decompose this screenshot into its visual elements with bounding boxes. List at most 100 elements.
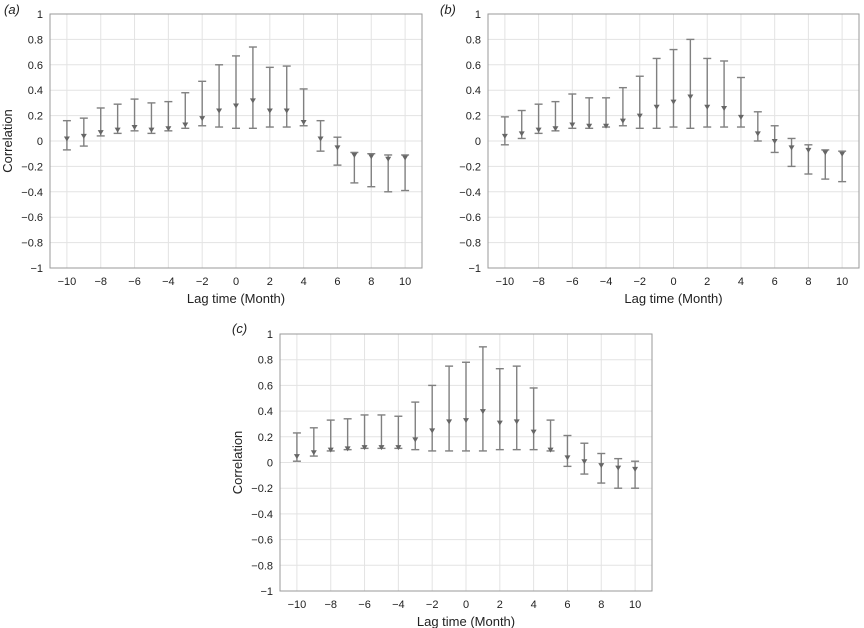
plot-frame <box>49 13 423 269</box>
x-tick-label: −8 <box>94 276 107 288</box>
x-tick-label: 0 <box>670 276 676 288</box>
y-tick-label: 0 <box>475 136 481 148</box>
data-point-marker <box>266 108 273 114</box>
error-bar <box>181 92 190 130</box>
y-tick-label: −0.6 <box>21 212 43 224</box>
y-tick-label: −0.6 <box>251 535 273 547</box>
panel-label: (c) <box>232 321 247 336</box>
x-tick-label: −8 <box>532 276 545 288</box>
y-tick-label: 0 <box>37 136 43 148</box>
data-point-marker <box>754 131 761 137</box>
data-point-marker <box>249 98 256 104</box>
data-point-marker <box>361 445 368 451</box>
y-tick-label: 0.2 <box>466 111 481 123</box>
y-tick-label: −0.4 <box>21 187 43 199</box>
x-tick-label: −2 <box>633 276 646 288</box>
data-point-marker <box>805 147 812 153</box>
y-tick-label: 0.4 <box>28 85 43 97</box>
data-point-marker <box>603 123 610 129</box>
error-bar <box>580 442 589 475</box>
data-point-marker <box>402 155 409 161</box>
data-point-marker <box>317 136 324 142</box>
y-tick-label: 0.2 <box>28 111 43 123</box>
data-point-marker <box>632 466 639 472</box>
x-tick-label: 10 <box>836 276 848 288</box>
x-tick-label: −4 <box>162 276 175 288</box>
x-tick-label: 2 <box>497 599 503 611</box>
data-point-marker <box>581 459 588 465</box>
data-point-marker <box>619 118 626 124</box>
data-point-marker <box>721 105 728 111</box>
error-bar <box>720 60 729 128</box>
error-bar <box>563 434 572 468</box>
data-point-marker <box>479 409 486 415</box>
y-tick-label: 0.8 <box>466 34 481 46</box>
y-tick-label: 0.6 <box>28 60 43 72</box>
error-bar <box>597 452 606 484</box>
data-point-marker <box>530 429 537 435</box>
y-tick-label: 0.6 <box>258 380 273 392</box>
error-bar <box>62 119 71 151</box>
y-tick-label: −0.8 <box>251 560 273 572</box>
data-point-marker <box>351 152 358 158</box>
x-tick-label: 6 <box>772 276 778 288</box>
x-tick-label: −4 <box>392 599 405 611</box>
chart-panel: 1 0.8 0.6 0.4 0.2 0 −0.2 −0.4 −0.6 −0.8 −1 −10 −8 −6 −… <box>440 2 860 306</box>
x-tick-label: 6 <box>564 599 570 611</box>
x-tick-label: −10 <box>58 276 77 288</box>
x-tick-label: −8 <box>324 599 337 611</box>
data-point-marker <box>63 136 70 142</box>
x-tick-label: 2 <box>267 276 273 288</box>
data-point-marker <box>131 125 138 131</box>
data-point-marker <box>653 104 660 110</box>
y-tick-label: −0.8 <box>459 238 481 250</box>
y-tick-label: −0.8 <box>21 238 43 250</box>
data-point-marker <box>636 113 643 119</box>
data-point-marker <box>822 150 829 156</box>
x-tick-label: 0 <box>233 276 239 288</box>
data-point-marker <box>513 419 520 425</box>
error-bar <box>495 367 504 451</box>
x-tick-label: 0 <box>463 599 469 611</box>
panel-label: (b) <box>440 2 456 17</box>
data-point-marker <box>564 455 571 461</box>
y-tick-label: 1 <box>37 9 43 21</box>
chart-panel: 1 0.8 0.6 0.4 0.2 0 −0.2 −0.4 −0.6 −0.8 −1 −10 −8 −6 −… <box>0 2 423 306</box>
y-tick-label: −1 <box>30 263 43 275</box>
data-point-marker <box>385 156 392 162</box>
plot-frame <box>487 13 860 269</box>
error-bar <box>529 387 538 451</box>
x-tick-label: 4 <box>301 276 307 288</box>
x-axis-label: Lag time (Month) <box>417 614 515 628</box>
y-tick-label: 1 <box>267 329 273 341</box>
x-tick-label: 6 <box>334 276 340 288</box>
y-tick-label: 0.2 <box>258 432 273 444</box>
x-tick-label: −10 <box>496 276 515 288</box>
data-point-marker <box>293 454 300 460</box>
x-tick-label: −6 <box>128 276 141 288</box>
y-tick-label: −0.4 <box>251 509 273 521</box>
data-point-marker <box>771 139 778 144</box>
data-point-marker <box>446 419 453 425</box>
y-tick-label: −0.2 <box>251 483 273 495</box>
data-point-marker <box>233 103 239 109</box>
data-point-marker <box>501 133 508 139</box>
data-point-marker <box>344 446 351 452</box>
data-point-marker <box>412 437 419 443</box>
data-point-marker <box>97 130 104 136</box>
x-axis-label: Lag time (Month) <box>624 291 722 306</box>
y-axis-label: Correlation <box>230 431 245 495</box>
data-point-marker <box>788 145 795 151</box>
data-point-marker <box>283 108 290 114</box>
data-point-marker <box>182 122 189 128</box>
data-point-marker <box>199 116 206 122</box>
x-tick-label: −2 <box>196 276 209 288</box>
x-tick-label: −6 <box>566 276 579 288</box>
error-bar <box>703 57 712 128</box>
x-tick-label: 4 <box>531 599 537 611</box>
data-point-marker <box>80 133 87 139</box>
error-bar <box>614 457 623 489</box>
data-point-marker <box>378 445 385 451</box>
error-bar <box>428 384 437 452</box>
